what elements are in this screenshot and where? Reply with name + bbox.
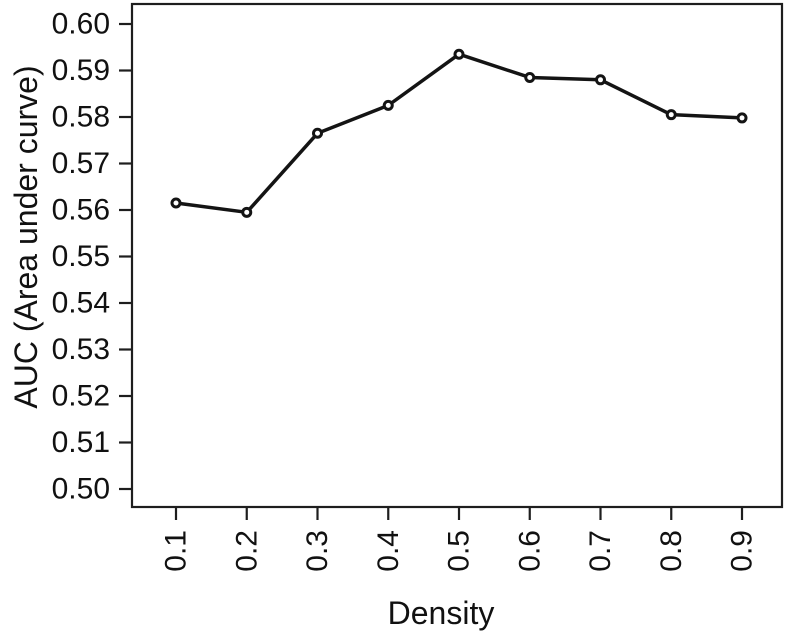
y-tick-label: 0.53 [52, 333, 110, 366]
y-tick-label: 0.50 [52, 473, 110, 506]
y-axis-ticks [119, 22, 132, 491]
x-axis-tick-labels: 0.1 0.2 0.3 0.4 0.5 0.6 0.7 0.8 0.9 [160, 530, 759, 572]
y-tick-label: 0.52 [52, 380, 110, 413]
y-axis-tick-labels: 0.50 0.51 0.52 0.53 0.54 0.55 0.56 0.57 0.58 0.59… [52, 8, 110, 506]
data-point [312, 127, 323, 139]
y-tick-label: 0.55 [52, 240, 110, 273]
y-tick-label: 0.58 [52, 101, 110, 134]
data-point-markers [170, 48, 748, 218]
y-axis-title: AUC (Area under curve) [8, 65, 44, 408]
data-line [174, 52, 744, 215]
x-tick-label: 0.8 [655, 530, 688, 572]
x-tick-label: 0.3 [301, 530, 334, 572]
data-point [736, 112, 748, 124]
x-tick-label: 0.2 [230, 530, 263, 572]
y-tick-label: 0.54 [52, 287, 110, 320]
data-point [453, 48, 465, 60]
x-tick-label: 0.1 [160, 530, 193, 572]
x-tick-label: 0.5 [443, 530, 476, 572]
data-point [170, 197, 182, 209]
y-tick-label: 0.59 [52, 54, 110, 87]
x-tick-label: 0.9 [726, 530, 759, 572]
y-tick-label: 0.51 [52, 426, 110, 459]
plot-area-border [130, 2, 784, 509]
x-tick-label: 0.6 [513, 530, 546, 572]
x-tick-label: 0.7 [584, 530, 617, 572]
x-axis-ticks [174, 507, 744, 520]
x-tick-label: 0.4 [372, 530, 405, 572]
y-tick-label: 0.60 [52, 8, 110, 41]
data-point [665, 109, 677, 121]
data-point [595, 74, 606, 86]
y-tick-label: 0.57 [52, 147, 110, 180]
data-point [241, 206, 253, 218]
data-point [524, 71, 536, 83]
data-point [382, 99, 394, 111]
y-tick-label: 0.56 [52, 194, 110, 227]
x-axis-title: Density [388, 595, 495, 631]
